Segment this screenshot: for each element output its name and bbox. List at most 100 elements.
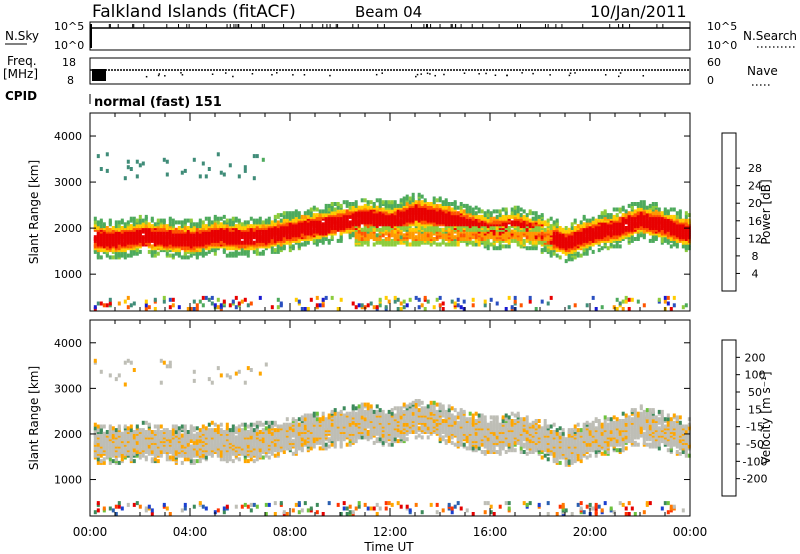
heatmap-cell [651,205,655,210]
nave-point [211,73,214,75]
heatmap-cell [117,460,121,465]
heatmap-cell [93,510,97,515]
heatmap-cell [432,200,436,205]
heatmap-cell [189,439,193,444]
heatmap-cell [525,213,529,218]
heatmap-cell [315,213,319,218]
heatmap-cell [519,303,523,308]
heatmap-cell [276,224,280,229]
heatmap-cell [306,235,310,240]
heatmap-cell [387,240,391,245]
heatmap-cell [507,295,511,300]
heatmap-cell [147,222,151,227]
heatmap-cell [522,227,526,232]
heatmap-cell [207,422,211,427]
heatmap-cell [159,430,163,434]
heatmap-cell [135,424,139,429]
heatmap-cell [165,251,169,256]
heatmap-cell [342,209,346,214]
heatmap-cell [129,360,133,365]
heatmap-cell [417,231,421,236]
heatmap-cell [216,152,220,157]
heatmap-cell [180,508,184,513]
heatmap-cell [480,209,484,214]
heatmap-cell [477,227,481,232]
heatmap-cell [144,303,148,308]
heatmap-cell [300,214,304,219]
heatmap-cell [477,207,481,212]
heatmap-cell [216,440,220,445]
heatmap-cell [111,426,115,431]
heatmap-cell [231,251,235,256]
heatmap-cell [258,233,262,238]
heatmap-cell [255,504,259,509]
heatmap-cell [291,211,295,216]
heatmap-cell [600,305,604,310]
heatmap-cell [96,501,100,506]
heatmap-cell [222,439,226,444]
heatmap-cell [336,209,340,214]
heatmap-cell [93,216,97,221]
heatmap-cell [498,216,502,221]
heatmap-cell [513,205,517,210]
heatmap-cell [306,508,310,513]
heatmap-cell [105,430,109,434]
heatmap-cell [444,242,448,247]
heatmap-cell [99,459,103,464]
heatmap-cell [483,303,487,308]
heatmap-cell [171,428,175,433]
heatmap-cell [366,242,370,247]
heatmap-cell [360,242,364,247]
heatmap-cell [207,377,211,382]
colorbar-tick-label: 28 [748,162,762,175]
heatmap-cell [231,459,235,464]
heatmap-cell [228,251,232,256]
heatmap-cell [666,301,670,306]
heatmap-cell [528,299,532,304]
heatmap-cell [183,424,187,429]
heatmap-cell [228,303,232,308]
heatmap-cell [429,202,433,206]
heatmap-cell [96,226,100,230]
heatmap-cell [288,433,292,438]
heatmap-cell [249,430,253,434]
heatmap-cell [192,426,196,431]
heatmap-cell [267,220,271,225]
heatmap-cell [345,209,349,214]
heatmap-cell [177,226,181,230]
heatmap-cell [306,240,310,245]
heatmap-cell [312,444,316,449]
heatmap-cell [567,253,571,258]
heatmap-cell [399,301,403,306]
heatmap-cell [387,237,391,241]
heatmap-cell [342,218,346,223]
heatmap-cell [504,231,508,236]
heatmap-cell [354,233,358,238]
heatmap-cell [546,229,550,234]
heatmap-cell [117,373,121,378]
heatmap-cell [561,233,565,238]
heatmap-cell [609,213,613,218]
heatmap-cell [228,231,232,236]
heatmap-cell [456,211,460,216]
heatmap-cell [168,222,172,227]
heatmap-cell [111,508,115,513]
heatmap-cell [354,305,358,310]
heatmap-cell [501,214,505,219]
heatmap-cell [567,238,571,243]
heatmap-cell [243,502,247,507]
heatmap-cell [669,207,673,212]
heatmap-cell [513,209,517,214]
heatmap-cell [555,218,559,223]
heatmap-cell [615,297,619,302]
heatmap-cell [279,218,283,223]
heatmap-cell [366,233,370,238]
heatmap-cell [105,168,109,173]
heatmap-cell [96,301,100,306]
heatmap-cell [210,442,214,447]
nave-point [181,74,184,76]
heatmap-cell [273,237,277,241]
heatmap-cell [249,426,253,431]
heatmap-cell [576,224,580,229]
